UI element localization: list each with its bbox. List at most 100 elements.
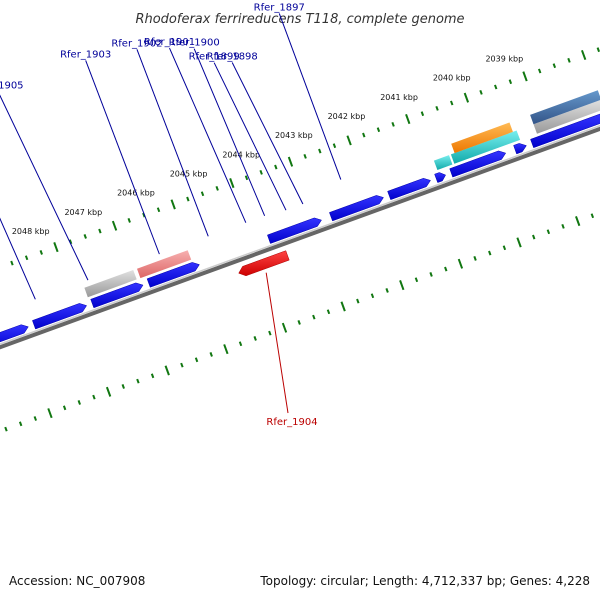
tick-label: 2043 kbp	[275, 131, 313, 140]
inner-tick	[457, 258, 464, 269]
inner-tick	[590, 213, 595, 219]
forward-gene-arrow	[90, 282, 144, 309]
gene-label-forward: Rfer_1902	[111, 38, 162, 49]
inner-tick	[575, 216, 581, 227]
outer-tick	[362, 132, 366, 138]
tick-label: 2045 kbp	[170, 169, 208, 178]
cog-bar-cyan	[433, 155, 453, 170]
outer-tick	[376, 127, 381, 133]
forward-gene-arrow	[513, 143, 527, 155]
inner-tick	[429, 272, 433, 277]
inner-tick	[253, 336, 257, 341]
outer-tick	[435, 105, 439, 111]
inner-tick	[546, 229, 551, 235]
tick-label: 2047 kbp	[64, 208, 102, 217]
forward-gene-arrow	[267, 217, 322, 244]
gene-label-forward: Rfer_1897	[254, 2, 305, 13]
inner-tick	[92, 394, 96, 400]
outer-tick	[186, 196, 190, 202]
inner-tick	[340, 301, 346, 312]
gene-label-forward: Rfer_1903	[60, 49, 111, 60]
inner-tick	[532, 234, 536, 240]
gene-label-reverse: Rfer_1904	[266, 417, 317, 428]
outer-tick	[537, 68, 542, 74]
inner-tick	[223, 344, 229, 355]
inner-tick	[47, 408, 53, 419]
inner-tick	[399, 280, 405, 291]
gene-label-forward: Rfer_1900	[169, 38, 220, 49]
outer-tick	[274, 164, 278, 170]
label-leader	[0, 94, 89, 281]
outer-tick	[391, 121, 395, 127]
inner-tick	[105, 386, 112, 397]
inner-tick	[4, 426, 8, 432]
inner-tick	[209, 352, 213, 357]
outer-tick	[567, 57, 571, 63]
label-leader	[278, 13, 342, 180]
inner-tick	[356, 298, 360, 304]
label-leader	[193, 48, 266, 217]
outer-tick	[156, 207, 161, 213]
cog-layer	[84, 90, 600, 298]
reverse-gene-arrow	[238, 250, 290, 277]
tick-label: 2048 kbp	[12, 227, 50, 236]
map-title: Rhodoferax ferrireducens T118, complete …	[135, 12, 464, 27]
outer-tick	[596, 47, 600, 53]
cog-bar-orange	[451, 122, 513, 154]
label-leader	[231, 62, 304, 205]
outer-tick	[170, 199, 176, 210]
inner-tick	[77, 400, 81, 405]
outer-tick	[581, 49, 587, 61]
cog-bar-pink	[137, 250, 192, 279]
accession-text: Accession: NC_007908	[9, 574, 146, 588]
backbone-highlight	[0, 124, 600, 345]
outer-tick	[68, 239, 73, 245]
tick-label: 2041 kbp	[380, 93, 418, 102]
cog-bar-gray	[84, 270, 137, 298]
outer-tick	[229, 178, 235, 189]
outer-tick	[98, 228, 102, 234]
inner-tick	[473, 256, 477, 261]
inner-tick	[370, 293, 375, 299]
outer-tick	[127, 217, 131, 223]
gene-label-forward: Rfer_1905	[0, 80, 24, 91]
label-leader	[169, 47, 247, 223]
label-leader	[213, 62, 287, 211]
tick-label: 2040 kbp	[433, 74, 471, 83]
outer-tick	[318, 148, 322, 154]
inner-tick	[326, 309, 331, 315]
inner-tick	[488, 250, 492, 256]
outer-tick	[463, 92, 470, 103]
cog-bar-steel	[530, 90, 600, 125]
outer-tick	[111, 220, 118, 231]
inner-tick	[164, 365, 170, 376]
inner-tick	[312, 314, 316, 320]
tick-layer	[4, 47, 600, 432]
inner-tick	[121, 384, 125, 389]
outer-tick	[39, 250, 43, 255]
forward-gene-arrow	[530, 113, 600, 149]
outer-tick	[259, 169, 263, 175]
outer-tick	[405, 113, 411, 125]
gene-layer	[0, 113, 600, 343]
inner-tick	[444, 266, 448, 272]
tick-label: 2039 kbp	[485, 55, 523, 64]
forward-gene-arrow	[32, 303, 87, 330]
label-leader	[136, 49, 209, 237]
outer-tick	[142, 212, 146, 218]
inner-tick	[385, 288, 389, 293]
outer-tick	[303, 153, 307, 159]
gene-label-forward: Rfer_1898	[207, 51, 258, 62]
inner-tick	[33, 416, 37, 421]
inner-tick	[136, 378, 140, 384]
forward-gene-arrow	[146, 262, 200, 288]
outer-tick	[420, 111, 425, 117]
backbone-layer	[0, 124, 600, 350]
inner-tick	[238, 341, 243, 347]
outer-tick	[346, 135, 352, 146]
gene-label-forward: Rfer_1899	[189, 52, 240, 63]
inner-tick	[268, 330, 272, 336]
